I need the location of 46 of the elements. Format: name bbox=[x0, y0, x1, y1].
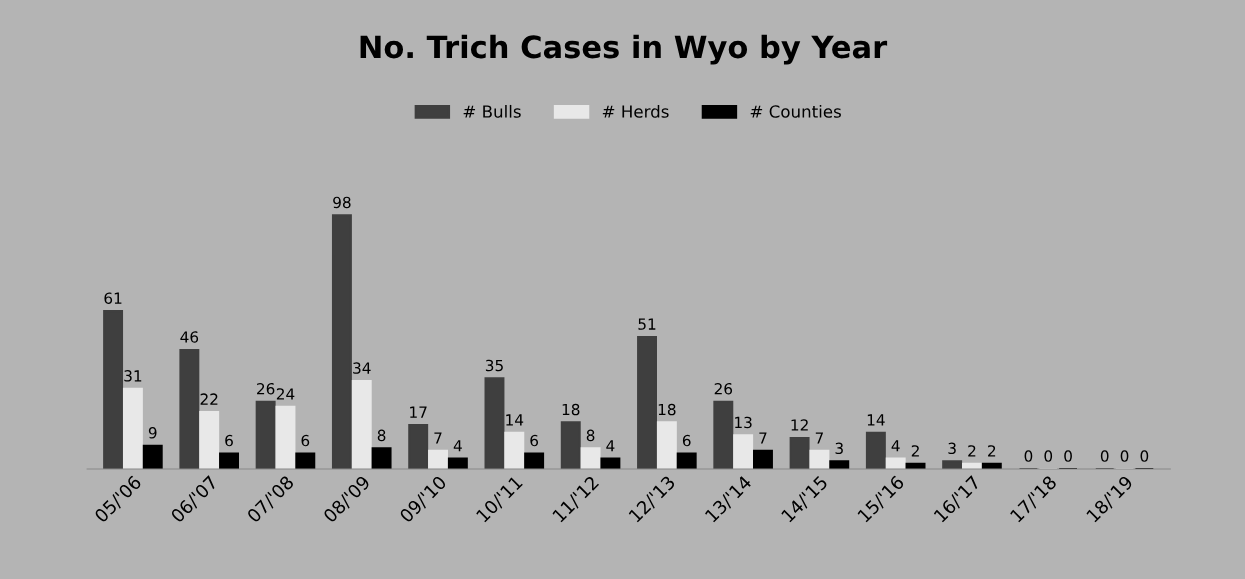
data-label: 24 bbox=[276, 388, 295, 400]
data-label: 34 bbox=[353, 362, 371, 374]
data-label: 3 bbox=[948, 442, 956, 455]
data-label: 46 bbox=[180, 331, 199, 343]
data-label: 2 bbox=[968, 445, 976, 457]
chart-title: No. Trich Cases in Wyo by Year bbox=[360, 34, 888, 65]
data-label: 14 bbox=[867, 414, 885, 426]
data-label: 0 bbox=[1140, 450, 1149, 462]
data-label: 6 bbox=[530, 434, 539, 447]
data-label: 14 bbox=[506, 414, 524, 426]
data-label: 8 bbox=[377, 429, 386, 442]
data-label: 17 bbox=[410, 406, 427, 418]
data-label: 18 bbox=[562, 403, 580, 416]
data-label: 12 bbox=[791, 419, 808, 431]
data-label: 13 bbox=[735, 416, 752, 429]
data-label: 22 bbox=[200, 393, 218, 405]
data-label: 0 bbox=[1120, 450, 1129, 462]
data-label: 9 bbox=[148, 427, 157, 439]
data-label: 0 bbox=[1024, 450, 1033, 462]
data-label: 2 bbox=[988, 445, 996, 457]
data-label: 61 bbox=[104, 292, 122, 304]
data-label: 0 bbox=[1064, 450, 1072, 462]
data-label: 98 bbox=[333, 196, 351, 209]
data-label: 4 bbox=[453, 440, 462, 452]
data-label: 7 bbox=[759, 432, 767, 444]
legend-label: # Herds bbox=[602, 104, 669, 118]
legend-label: # Counties bbox=[750, 104, 841, 118]
data-label: 18 bbox=[658, 403, 676, 416]
data-label: 6 bbox=[225, 434, 233, 447]
data-label: 4 bbox=[606, 440, 615, 452]
data-label: 35 bbox=[485, 359, 503, 372]
data-label: 51 bbox=[638, 318, 656, 330]
data-label: 6 bbox=[682, 434, 691, 447]
data-label: 7 bbox=[815, 432, 823, 444]
legend-label: # Bulls bbox=[463, 104, 521, 118]
data-label: 31 bbox=[124, 370, 142, 382]
data-label: 7 bbox=[434, 432, 442, 444]
data-label: 26 bbox=[714, 383, 733, 395]
data-label: 6 bbox=[301, 434, 310, 447]
data-label: 26 bbox=[257, 383, 275, 395]
data-label: 8 bbox=[586, 429, 595, 442]
data-label: 4 bbox=[891, 440, 900, 452]
data-label: 0 bbox=[1100, 450, 1109, 462]
data-label: 2 bbox=[911, 445, 919, 457]
data-label: 3 bbox=[835, 442, 843, 455]
data-label: 0 bbox=[1044, 450, 1053, 462]
